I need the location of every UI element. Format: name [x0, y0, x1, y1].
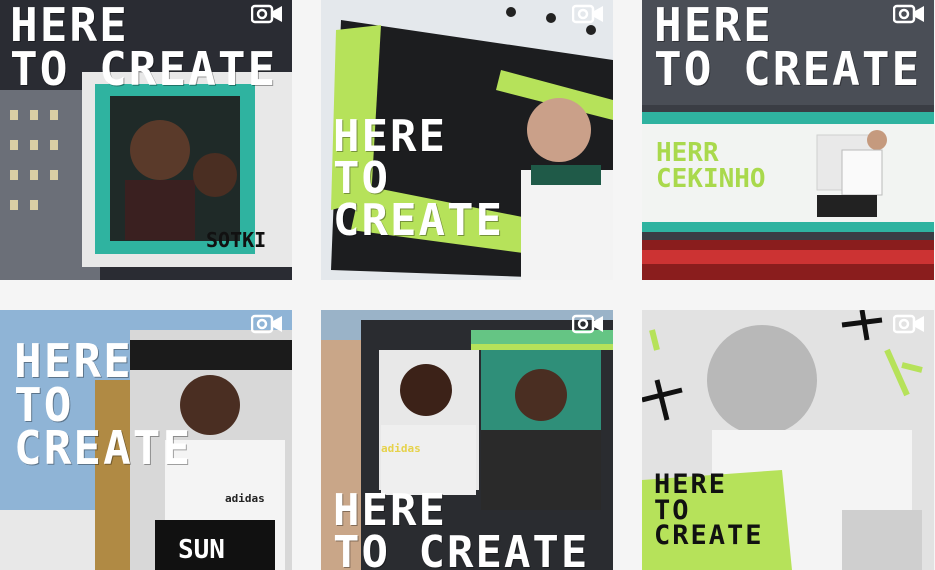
post-tile-5[interactable]: HERE TO CREATE adidas: [321, 310, 613, 570]
headline-5: HERE TO CREATE: [333, 485, 590, 570]
headline-1: HERE TO CREATE: [10, 0, 278, 96]
post-image-2: [321, 0, 613, 280]
video-camera-icon: [572, 4, 603, 24]
video-camera-icon: [251, 4, 282, 24]
shirt-brand-4: adidas: [225, 492, 265, 505]
post-image-3: [642, 0, 934, 280]
video-camera-icon: [572, 314, 603, 334]
post-tile-1[interactable]: HERE TO CREATE SOTKI: [0, 0, 292, 280]
scene-art-3: [642, 0, 934, 280]
post-tile-6[interactable]: HERE TO CREATE: [642, 310, 934, 570]
billboard-text-3: HERR CEKINHO: [656, 138, 766, 194]
scene-art-6: [642, 310, 934, 570]
sign-text-1: SOTKI: [206, 228, 267, 252]
scene-art-2: [321, 0, 613, 280]
post-image-4: [0, 310, 292, 570]
board-text-4: SUN: [178, 535, 225, 565]
scene-art-5: [321, 310, 613, 570]
post-image-6: [642, 310, 934, 570]
post-tile-3[interactable]: HERE TO CREATE HERR CEKINHO: [642, 0, 934, 280]
post-image-5: [321, 310, 613, 570]
headline-4: HERE TO CREATE: [14, 334, 193, 476]
headline-6: HERE TO CREATE: [654, 469, 764, 552]
video-camera-icon: [893, 314, 924, 334]
headline-3: HERE TO CREATE: [654, 0, 922, 96]
video-camera-icon: [893, 4, 924, 24]
post-tile-4[interactable]: HERE TO CREATE adidas SUN: [0, 310, 292, 570]
shirt-brand-5: adidas: [381, 442, 421, 455]
headline-2: HERE TO CREATE: [333, 111, 504, 246]
video-camera-icon: [251, 314, 282, 334]
post-tile-2[interactable]: HERE TO CREATE: [321, 0, 613, 280]
scene-art-4: [0, 310, 292, 570]
post-image-1: [0, 0, 292, 280]
scene-art-1: [0, 0, 292, 280]
